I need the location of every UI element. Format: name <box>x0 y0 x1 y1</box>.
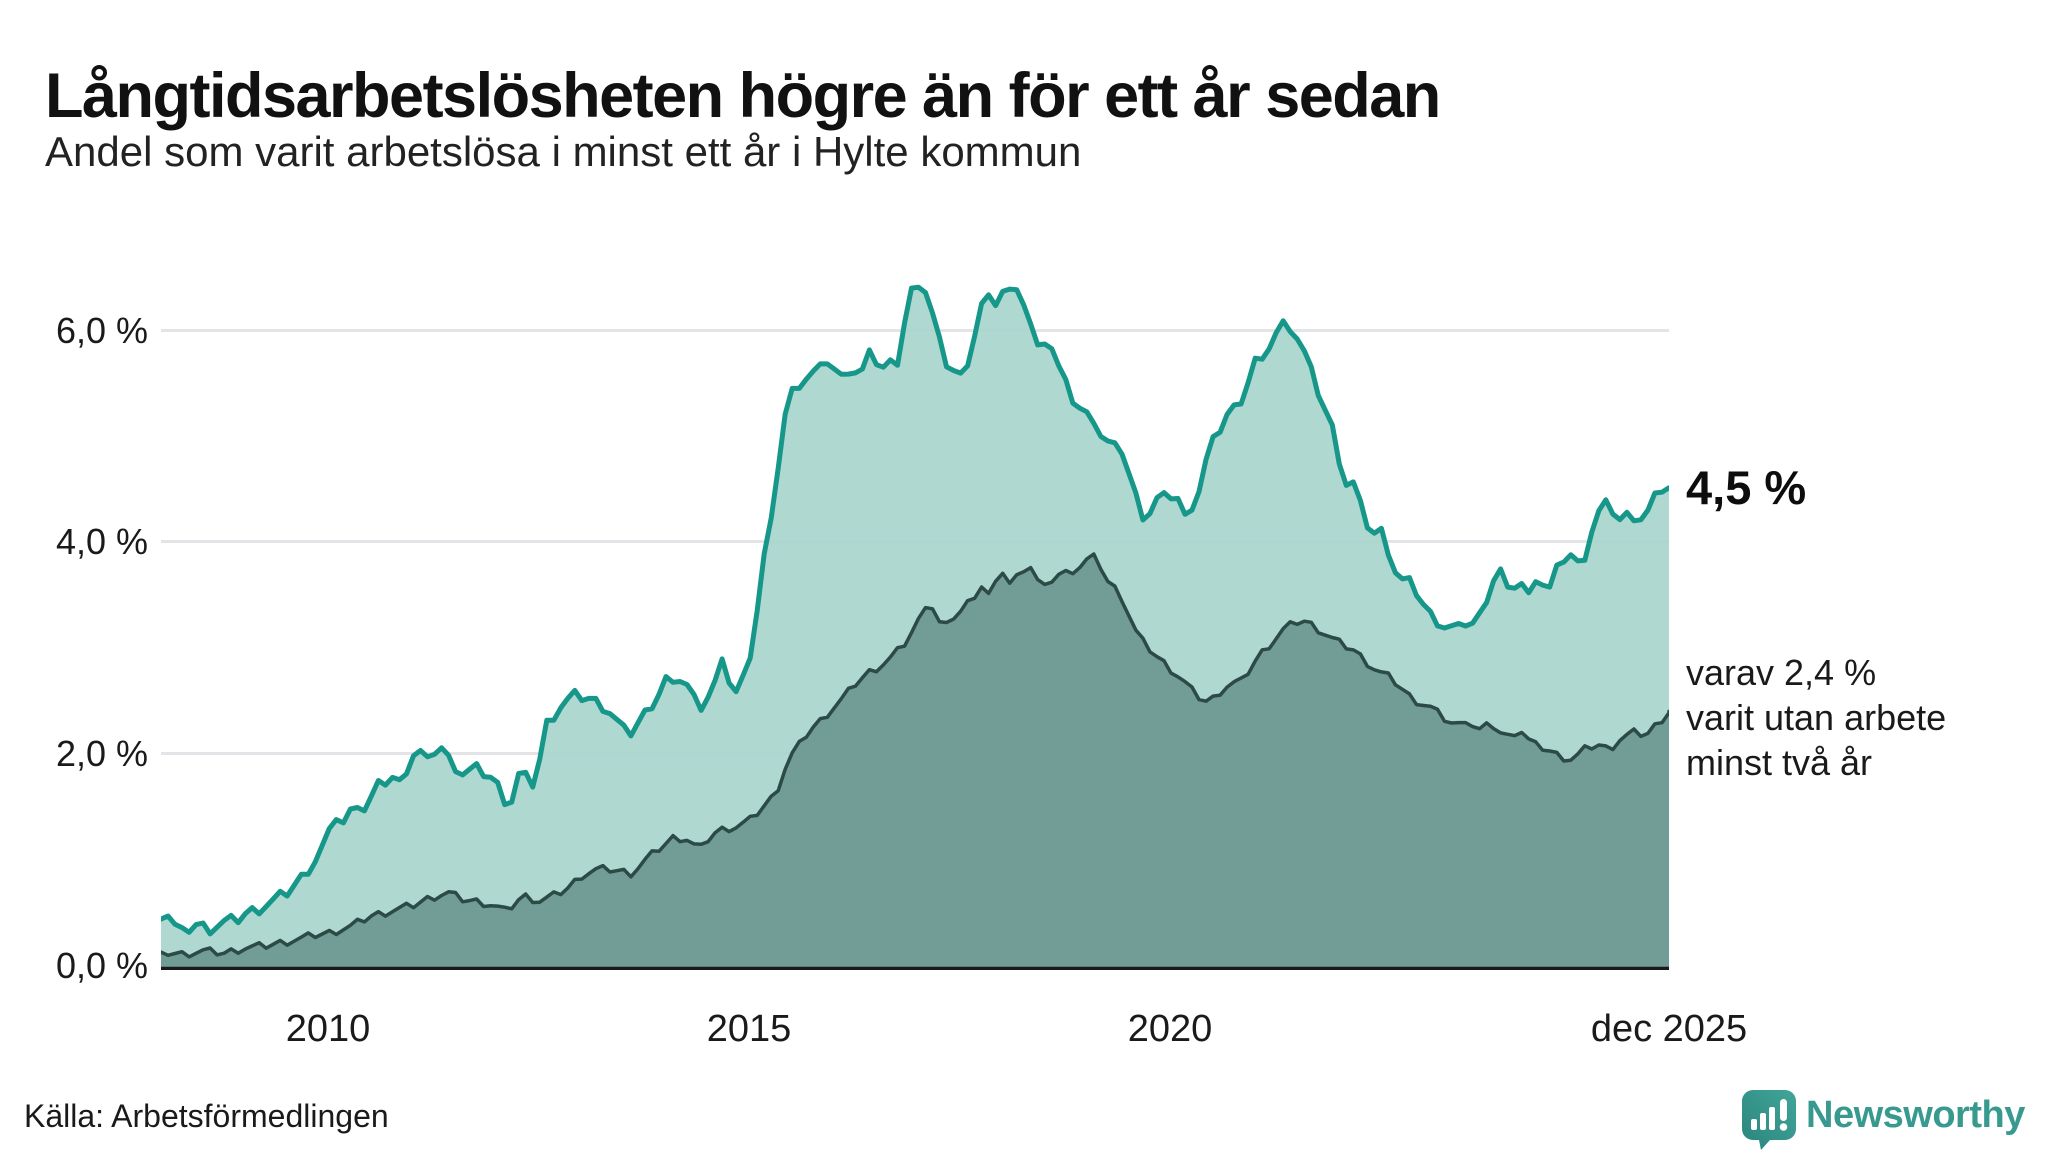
y-axis-tick-4: 4,0 % <box>55 521 148 562</box>
two-year-annotation-line2: varit utan arbete <box>1686 697 1947 738</box>
two-year-annotation-line3: minst två år <box>1686 742 1873 783</box>
y-axis-tick-0: 0,0 % <box>55 945 148 986</box>
chart-subtitle: Andel som varit arbetslösa i minst ett å… <box>45 128 1082 175</box>
x-axis-tick-2015: 2015 <box>706 1008 792 1050</box>
x-axis-tick-2010: 2010 <box>285 1008 371 1050</box>
area-chart-plot <box>161 284 1669 970</box>
x-axis-tick-dec-2025: dec 2025 <box>1590 1008 1748 1050</box>
newsworthy-logo[interactable]: Newsworthy <box>1742 1088 2042 1150</box>
newsworthy-bubble-chart-icon <box>1742 1090 1796 1150</box>
area-two-year-fill <box>161 554 1669 967</box>
x-axis-tick-2020: 2020 <box>1127 1008 1213 1050</box>
newsworthy-wordmark: Newsworthy <box>1806 1094 2025 1136</box>
page-title: Långtidsarbetslösheten högre än för ett … <box>45 61 1441 132</box>
y-axis-tick-2: 2,0 % <box>55 733 148 774</box>
two-year-annotation: varav 2,4 % varit utan arbete minst två … <box>1686 650 1946 785</box>
two-year-annotation-line1: varav 2,4 % <box>1686 652 1877 693</box>
line-one-year <box>161 284 1669 937</box>
latest-value-label: 4,5 % <box>1686 461 1807 514</box>
source-note: Källa: Arbetsförmedlingen <box>24 1098 389 1134</box>
line-two-year <box>161 552 1669 959</box>
y-axis-tick-6: 6,0 % <box>55 310 148 351</box>
